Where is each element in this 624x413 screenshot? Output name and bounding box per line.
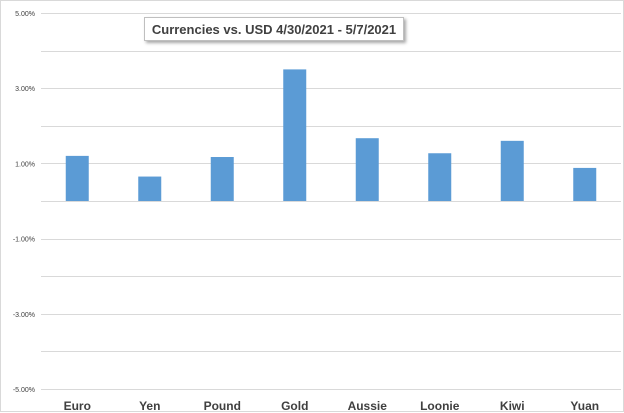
bar-yen: [138, 176, 162, 201]
y-tick-label: -3.00%: [13, 312, 35, 319]
chart-title: Currencies vs. USD 4/30/2021 - 5/7/2021: [144, 17, 404, 41]
y-tick-label: 5.00%: [15, 11, 35, 18]
x-tick-label: Aussie: [348, 399, 388, 413]
x-tick-label: Loonie: [420, 399, 460, 413]
x-tick-label: Yuan: [570, 399, 599, 413]
bar-pound: [210, 157, 234, 201]
y-tick-label: -5.00%: [13, 387, 35, 394]
bar-yuan: [573, 167, 597, 201]
bar-gold: [283, 69, 307, 202]
x-tick-label: Yen: [139, 399, 160, 413]
x-tick-label: Pound: [204, 399, 241, 413]
x-axis-category-labels: Euro Yen Pound Gold Aussie Loonie Kiwi Yuan: [64, 399, 600, 413]
bar-loonie: [428, 153, 452, 201]
bars: [65, 69, 597, 202]
x-tick-label: Euro: [64, 399, 91, 413]
y-axis-tick-labels: 5.00% 3.00% 1.00% -1.00% -3.00% -5.00%: [13, 11, 35, 394]
x-tick-label: Gold: [281, 399, 308, 413]
bar-aussie: [355, 138, 379, 201]
x-tick-label: Kiwi: [500, 399, 525, 413]
y-tick-label: -1.00%: [13, 237, 35, 244]
y-tick-label: 1.00%: [15, 161, 35, 168]
gridlines: [41, 13, 621, 390]
bar-kiwi: [500, 140, 524, 201]
y-tick-label: 3.00%: [15, 86, 35, 93]
bar-euro: [65, 155, 89, 201]
